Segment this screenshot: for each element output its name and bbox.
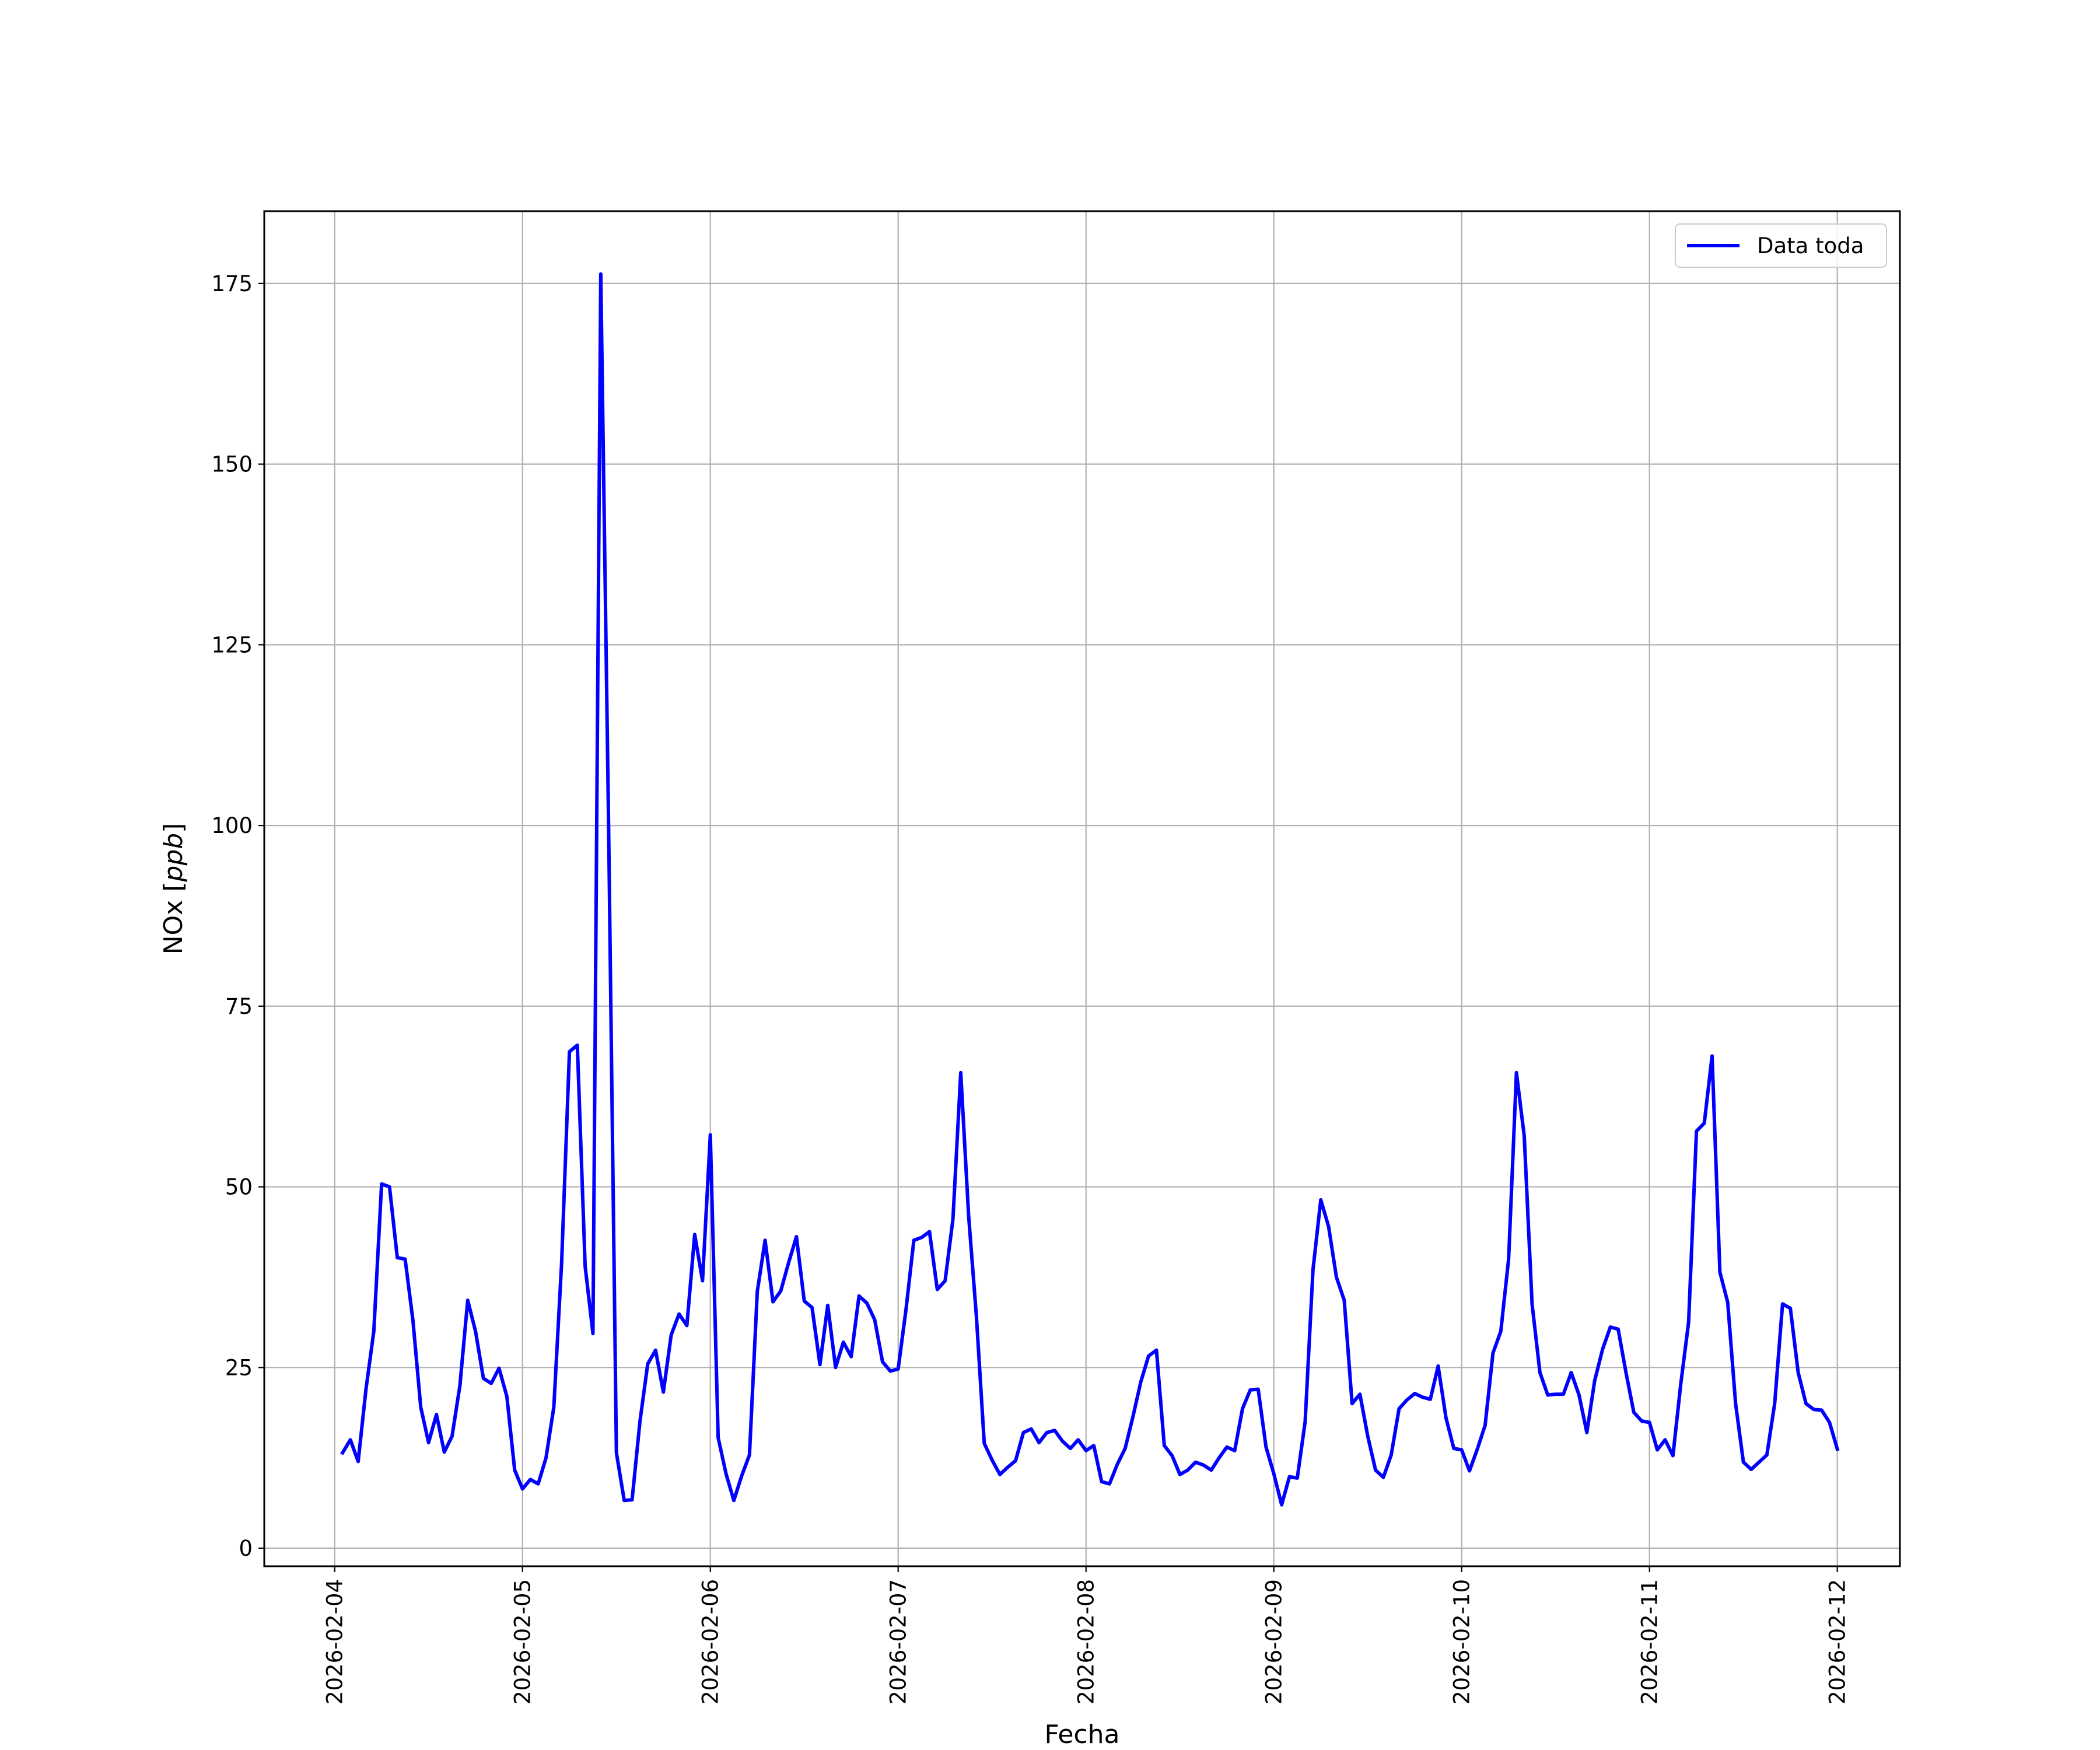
x-tick-label: 2026-02-05 xyxy=(510,1579,536,1704)
y-axis-title: NOx [ppb] xyxy=(159,823,188,955)
x-tick-label: 2026-02-04 xyxy=(323,1579,348,1704)
y-axis-title-unit: ppb xyxy=(159,833,188,883)
x-tick-label: 2026-02-10 xyxy=(1450,1579,1475,1704)
y-tick-label: 25 xyxy=(225,1355,253,1380)
x-tick-label: 2026-02-08 xyxy=(1074,1579,1099,1704)
x-tick-label: 2026-02-09 xyxy=(1262,1579,1287,1704)
series-line-data-toda xyxy=(340,272,1840,1507)
y-tick-label: 125 xyxy=(211,632,253,657)
y-tick-label: 150 xyxy=(211,452,253,477)
y-tick-label: 175 xyxy=(211,271,253,296)
x-axis-ticks: 2026-02-04 2026-02-05 2026-02-06 2026-02-07… xyxy=(323,1566,1850,1704)
series-layer xyxy=(340,272,1840,1507)
plot-area-frame xyxy=(263,210,1901,1567)
y-tick-label: 100 xyxy=(211,813,253,838)
y-tick-label: 0 xyxy=(239,1536,253,1561)
x-tick-label: 2026-02-12 xyxy=(1825,1579,1850,1704)
x-tick-label: 2026-02-11 xyxy=(1637,1579,1662,1704)
y-axis-title-main: NOx [ xyxy=(159,882,188,955)
legend-label-data-toda: Data toda xyxy=(1757,233,1864,258)
legend: Data toda xyxy=(1675,223,1887,268)
y-tick-label: 50 xyxy=(225,1175,253,1200)
x-axis-title: Fecha xyxy=(1044,1720,1119,1749)
legend-box xyxy=(1675,223,1887,268)
x-tick-label: 2026-02-07 xyxy=(886,1579,911,1704)
y-tick-label: 75 xyxy=(225,994,253,1019)
grid-lines xyxy=(264,211,1900,1566)
x-tick-label: 2026-02-06 xyxy=(698,1579,723,1704)
y-axis-ticks: 0 25 50 75 100 125 150 175 xyxy=(211,271,264,1561)
y-axis-title-close: ] xyxy=(159,823,188,833)
